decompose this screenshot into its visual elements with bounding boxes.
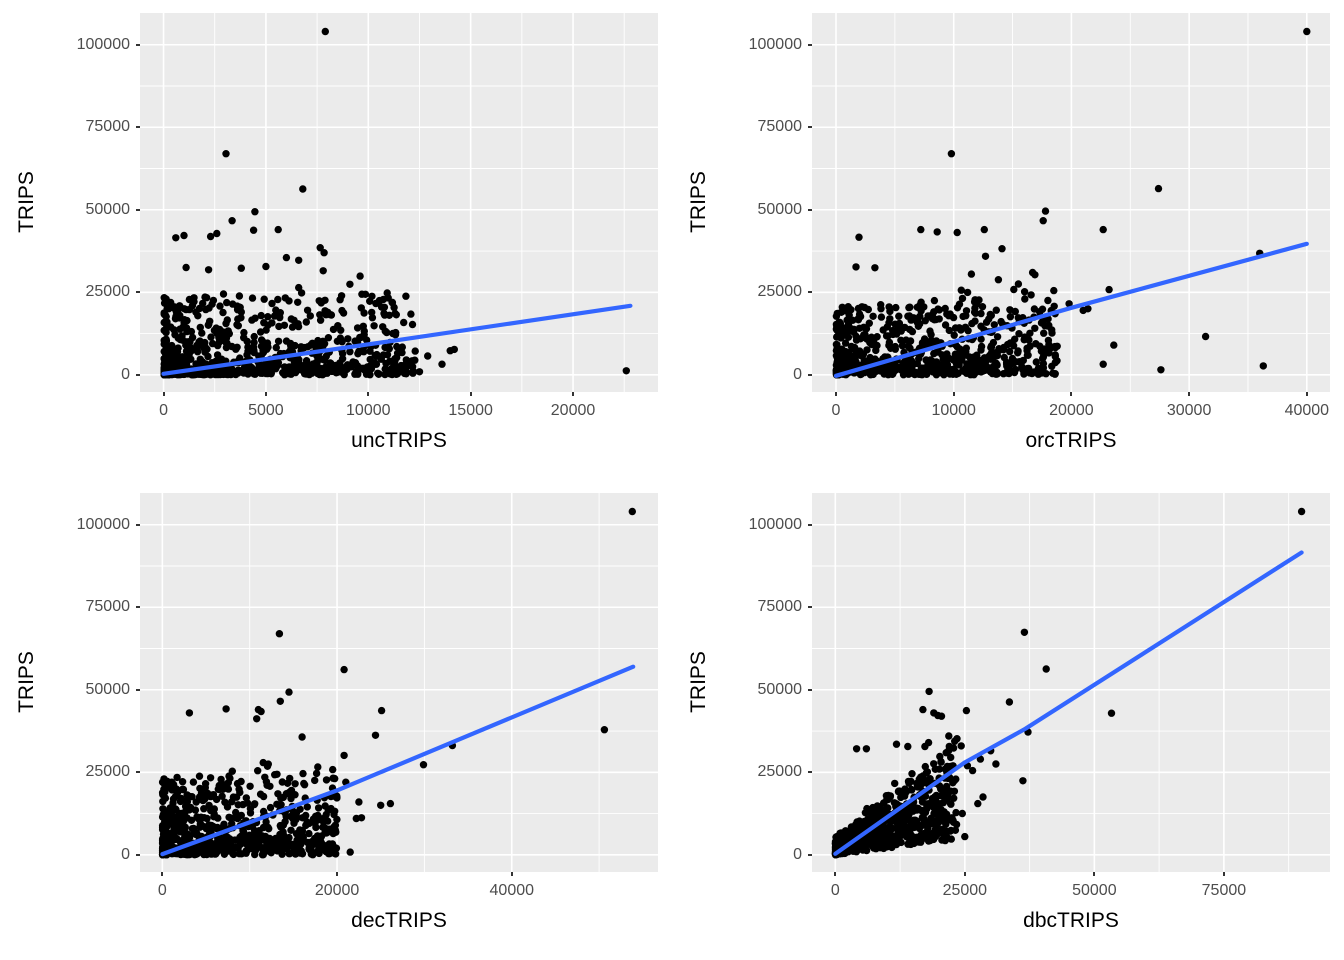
x-axis-title: decTRIPS	[351, 909, 447, 932]
x-tick-mark	[1222, 872, 1225, 876]
y-tick-label: 75000	[85, 118, 131, 136]
y-tick-mark	[808, 43, 812, 46]
y-tick-label: 75000	[757, 598, 803, 616]
y-tick-label: 0	[793, 845, 802, 863]
regression-smooth-line	[161, 303, 633, 376]
subplot-unctrips: TRIPS uncTRIPS 0 25000 50000 75000 100000 0 50…	[0, 0, 672, 480]
y-tick-label: 50000	[757, 200, 803, 218]
plot-panel	[812, 13, 1330, 392]
y-tick-mark	[808, 126, 812, 129]
y-tick-label: 50000	[757, 680, 803, 698]
y-tick-label: 0	[793, 365, 802, 383]
y-tick-label: 0	[121, 365, 130, 383]
x-tick-mark	[1093, 872, 1096, 876]
x-tick-mark	[952, 392, 955, 396]
x-tick-mark	[264, 392, 267, 396]
x-tick-mark	[572, 392, 575, 396]
x-tick-mark	[161, 872, 164, 876]
y-tick-label: 75000	[757, 118, 803, 136]
x-tick-mark	[835, 392, 837, 396]
y-tick-label: 50000	[85, 680, 131, 698]
scatter-plot	[812, 13, 1330, 392]
x-tick-mark	[963, 872, 966, 876]
x-axis-title: dbcTRIPS	[1023, 909, 1119, 932]
x-tick-label: 0	[831, 402, 841, 419]
x-tick-label: 25000	[942, 882, 988, 899]
y-tick-mark	[136, 126, 140, 129]
scatter-points	[158, 507, 636, 859]
scatter-plot	[812, 493, 1330, 872]
y-tick-label: 100000	[748, 35, 802, 53]
x-tick-mark	[367, 392, 370, 396]
scatter-plot	[140, 493, 658, 872]
x-axis-title: uncTRIPS	[351, 429, 447, 452]
y-tick-mark	[808, 771, 812, 774]
y-tick-mark	[136, 771, 140, 774]
x-tick-label: 10000	[346, 402, 391, 419]
x-tick-label: 0	[157, 882, 167, 899]
x-tick-label: 10000	[931, 402, 976, 419]
scatter-plot	[140, 13, 658, 392]
x-tick-label: 15000	[448, 402, 493, 419]
plot-panel	[140, 13, 658, 392]
y-tick-mark	[808, 688, 812, 691]
x-tick-label: 30000	[1166, 402, 1212, 419]
plot-panel	[812, 493, 1330, 872]
x-tick-label: 0	[159, 402, 168, 419]
x-tick-mark	[834, 872, 837, 876]
x-tick-mark	[336, 872, 339, 876]
x-tick-mark	[1188, 392, 1191, 396]
y-tick-mark	[136, 606, 140, 609]
x-tick-mark	[162, 392, 165, 396]
x-tick-label: 50000	[1072, 882, 1117, 899]
y-tick-label: 0	[121, 845, 130, 863]
y-tick-label: 25000	[757, 763, 803, 781]
regression-smooth-line	[160, 664, 636, 857]
x-tick-label: 20000	[314, 882, 360, 899]
x-tick-label: 20000	[550, 402, 596, 419]
regression-smooth-line	[833, 241, 1309, 378]
y-tick-mark	[808, 208, 812, 211]
y-tick-mark	[136, 291, 140, 294]
x-tick-label: 40000	[489, 882, 535, 899]
y-tick-label: 100000	[76, 515, 130, 533]
x-tick-mark	[1070, 392, 1073, 396]
y-tick-label: 25000	[85, 763, 131, 781]
y-tick-mark	[136, 523, 140, 526]
y-tick-mark	[808, 853, 812, 856]
y-tick-mark	[808, 523, 812, 526]
x-tick-label: 40000	[1284, 402, 1330, 419]
y-tick-label: 100000	[748, 515, 802, 533]
plot-panel	[140, 493, 658, 872]
y-tick-label: 50000	[85, 200, 131, 218]
regression-smooth-line	[833, 550, 1304, 856]
y-tick-label: 25000	[85, 283, 131, 301]
y-tick-mark	[136, 43, 140, 46]
y-tick-mark	[808, 291, 812, 294]
x-tick-mark	[469, 392, 472, 396]
subplot-dectrips: TRIPS decTRIPS 0 25000 50000 75000 100000 0 20…	[0, 480, 672, 960]
y-tick-mark	[808, 373, 812, 376]
x-tick-label: 0	[830, 882, 840, 899]
x-axis-title: orcTRIPS	[1025, 429, 1117, 452]
y-tick-label: 100000	[76, 35, 130, 53]
scatter-points	[160, 27, 630, 379]
y-tick-mark	[808, 606, 812, 609]
x-tick-mark	[1305, 392, 1308, 396]
x-tick-label: 5000	[248, 402, 284, 419]
y-tick-mark	[136, 373, 140, 376]
y-tick-mark	[136, 853, 140, 856]
x-tick-label: 75000	[1201, 882, 1247, 899]
x-tick-label: 20000	[1049, 402, 1094, 419]
subplot-dbctrips: TRIPS dbcTRIPS 0 25000 50000 75000 100000 0 25…	[672, 480, 1344, 960]
y-tick-label: 25000	[757, 283, 803, 301]
subplot-orctrips: TRIPS orcTRIPS 0 25000 50000 75000 100000 0 10…	[672, 0, 1344, 480]
x-tick-mark	[510, 872, 513, 876]
y-tick-label: 75000	[85, 598, 131, 616]
y-tick-mark	[136, 688, 140, 691]
y-tick-mark	[136, 208, 140, 211]
